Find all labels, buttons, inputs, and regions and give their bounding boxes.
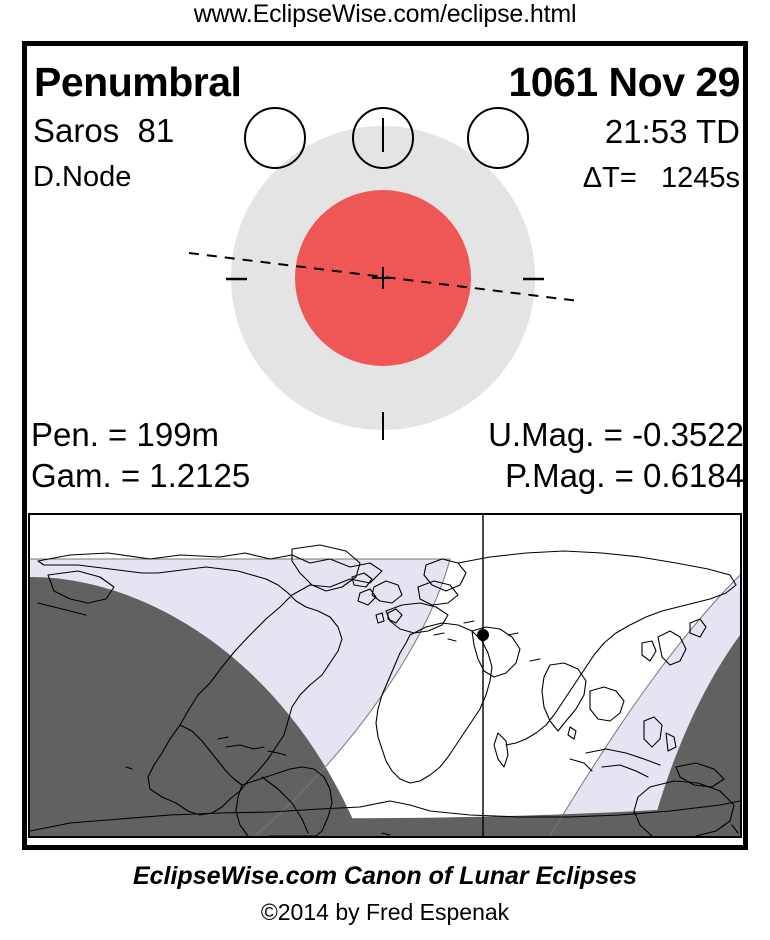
footer-title: EclipseWise.com Canon of Lunar Eclipses	[132, 862, 638, 890]
penumbral-duration-label: Pen. = 199m	[31, 416, 220, 453]
eclipse-type-title: Penumbral	[34, 59, 242, 105]
eclipse-time-label: 21:53 TD	[604, 113, 740, 150]
map-night-left	[30, 577, 360, 836]
footer-credit: ©2014 by Fred Espenak	[260, 899, 510, 925]
map-night-bottom	[30, 805, 740, 836]
map-coastlines	[30, 544, 740, 836]
map-canvas	[30, 515, 740, 836]
map-penumbra-boundary-left	[30, 558, 451, 836]
world-visibility-map	[28, 513, 742, 838]
eclipse-date-title: 1061 Nov 29	[508, 59, 740, 105]
penumbral-magnitude-label: P.Mag. = 0.6184	[505, 457, 744, 494]
node-label: D.Node	[33, 161, 132, 193]
umbral-magnitude-label: U.Mag. = -0.3522	[488, 416, 744, 453]
map-penumbra-boundary-right	[549, 574, 740, 836]
saros-series-label: Saros 81	[33, 112, 175, 149]
gamma-label: Gam. = 1.2125	[31, 457, 251, 494]
map-night-right	[650, 635, 740, 836]
delta-t-label: ΔT= 1245s	[582, 162, 740, 194]
map-greatest-eclipse-point	[477, 629, 489, 641]
page-url-header: www.EclipseWise.com/eclipse.html	[193, 0, 577, 28]
